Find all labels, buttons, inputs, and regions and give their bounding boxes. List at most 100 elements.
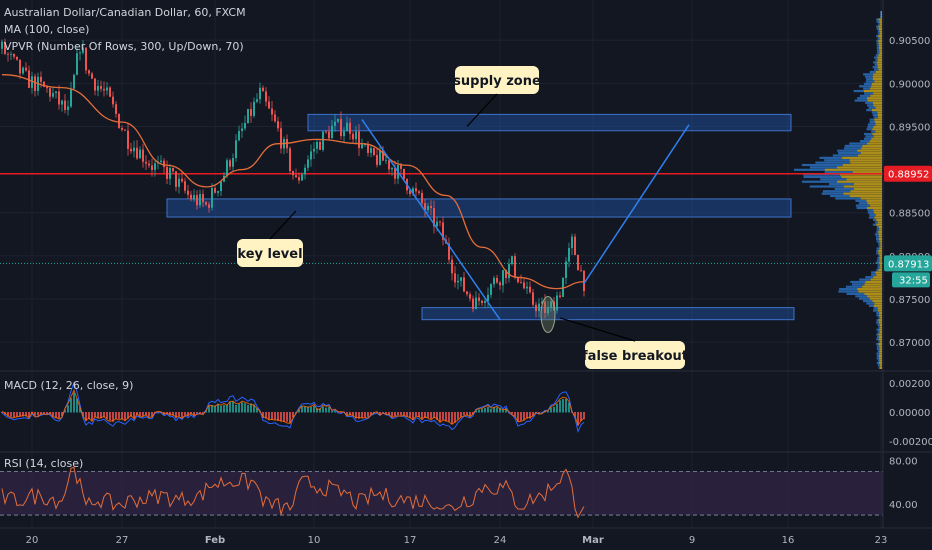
macd-histogram-bar <box>106 412 108 420</box>
candle-body <box>421 192 423 204</box>
rsi-pane[interactable] <box>0 466 883 519</box>
volume-profile-bar <box>846 292 865 296</box>
macd-histogram-bar <box>490 408 492 413</box>
volume-profile-bar <box>876 268 879 272</box>
volume-profile-bar <box>877 111 882 114</box>
macd-histogram-bar <box>97 412 99 419</box>
trend-line[interactable] <box>361 119 501 321</box>
candle-body <box>559 295 561 297</box>
macd-histogram-bar <box>406 412 408 418</box>
volume-profile-bar <box>841 175 882 179</box>
candle-body <box>88 70 90 74</box>
candle-body <box>310 151 312 160</box>
volume-profile-bar <box>850 280 866 284</box>
volume-profile-bar <box>873 61 877 64</box>
volume-profile-bar <box>874 216 882 219</box>
macd-histogram-bar <box>313 405 315 413</box>
volume-profile-bar <box>859 278 871 281</box>
volume-profile-bar <box>876 20 880 23</box>
candle-body <box>205 202 207 205</box>
volume-profile-bar <box>867 295 882 298</box>
candle-body <box>358 131 360 149</box>
volume-profile-bar <box>873 218 877 222</box>
price-axis[interactable]: 0.905000.900000.895000.885000.880000.875… <box>884 36 932 511</box>
volume-profile-bar <box>857 288 882 291</box>
macd-histogram-bar <box>319 408 321 413</box>
time-tick-label: Mar <box>582 535 604 546</box>
volume-profile-bar <box>861 147 882 150</box>
volume-profile-bar <box>880 32 882 35</box>
macd-histogram-bar <box>556 403 558 413</box>
macd-histogram-bar <box>532 412 534 417</box>
time-tick-label: 16 <box>782 535 795 546</box>
macd-histogram-bar <box>397 412 399 416</box>
volume-profile-bar <box>876 352 880 355</box>
candle-body <box>514 256 516 277</box>
volume-profile-bar <box>876 333 879 336</box>
volume-profile-bar <box>876 42 879 45</box>
candle-body <box>271 108 273 115</box>
macd-histogram-bar <box>415 412 417 417</box>
zone-rect[interactable] <box>421 307 795 321</box>
macd-histogram-bar <box>424 412 426 419</box>
volume-profile-bar <box>876 249 879 253</box>
candle-body <box>448 243 450 260</box>
macd-histogram-bar <box>124 412 126 421</box>
volume-profile-bar <box>876 46 879 50</box>
macd-histogram-bar <box>418 412 420 417</box>
volume-profile-bar <box>879 345 882 348</box>
callout-pointer <box>269 210 297 240</box>
volume-profile-bar <box>880 15 882 19</box>
macd-histogram-bar <box>340 412 342 414</box>
candle-body <box>91 73 93 79</box>
macd-pane[interactable] <box>1 380 585 434</box>
candle-body <box>220 181 222 192</box>
macd-histogram-bar <box>64 409 66 413</box>
callout-box[interactable] <box>585 341 685 369</box>
candle-body <box>403 168 405 179</box>
volume-profile-bar <box>877 264 880 267</box>
macd-histogram-bar <box>487 406 489 413</box>
false-breakout-ellipse[interactable] <box>540 296 556 334</box>
volume-profile-bar <box>873 304 882 307</box>
volume-profile-bar <box>873 309 878 312</box>
macd-histogram-bar <box>454 412 456 423</box>
candle-body <box>493 277 495 285</box>
macd-histogram-bar <box>34 412 36 416</box>
volume-profile-bar <box>864 82 872 85</box>
callout-false-breakout[interactable]: false breakout <box>559 317 688 369</box>
macd-histogram-bar <box>307 406 309 413</box>
callout-supply-zone[interactable]: supply zone <box>453 66 541 127</box>
volume-profile-bar <box>822 190 851 193</box>
volume-profile-bar <box>858 290 882 293</box>
macd-histogram-bar <box>514 412 516 417</box>
macd-histogram-bar <box>388 412 390 415</box>
volume-profile-bar <box>821 192 844 195</box>
volume-profile-bar <box>849 142 868 145</box>
moving-average-line <box>1 74 585 290</box>
volume-profile-bar <box>878 333 882 336</box>
callout-key-level[interactable]: key level <box>237 210 303 267</box>
time-axis[interactable]: 20 27 Feb 10 17 24 Mar 9 16 23 <box>26 535 888 546</box>
macd-histogram-bar <box>523 412 525 421</box>
candle-body <box>577 255 579 271</box>
volume-profile-bar <box>878 242 881 245</box>
volume-profile-bar <box>880 23 882 26</box>
zone-rect[interactable] <box>166 198 792 218</box>
volume-profile-bar <box>876 27 879 31</box>
candle-body <box>343 131 345 137</box>
candle-body <box>13 54 15 57</box>
candle-body <box>181 178 183 182</box>
trend-line[interactable] <box>583 124 690 284</box>
volume-profile-bar <box>869 140 882 143</box>
volume-profile-bar <box>872 113 878 117</box>
price-pane[interactable] <box>0 11 883 369</box>
volume-profile-bar <box>867 202 882 205</box>
callout-box[interactable] <box>237 239 303 267</box>
volume-profile-bar <box>801 163 843 167</box>
macd-histogram-bar <box>448 412 450 422</box>
volume-profile-bar <box>879 51 882 54</box>
callout-box[interactable] <box>455 66 539 94</box>
zone-rect[interactable] <box>307 113 792 132</box>
